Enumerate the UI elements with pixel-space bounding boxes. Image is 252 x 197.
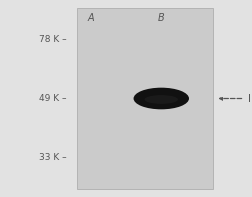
Text: A: A [87, 13, 94, 23]
Ellipse shape [145, 95, 178, 104]
Text: 49 K –: 49 K – [39, 94, 67, 103]
Ellipse shape [134, 88, 189, 109]
Text: IER5: IER5 [248, 94, 252, 103]
Text: 78 K –: 78 K – [39, 35, 67, 44]
Bar [77, 8, 213, 189]
Text: B: B [158, 13, 165, 23]
Text: 33 K –: 33 K – [39, 153, 67, 162]
